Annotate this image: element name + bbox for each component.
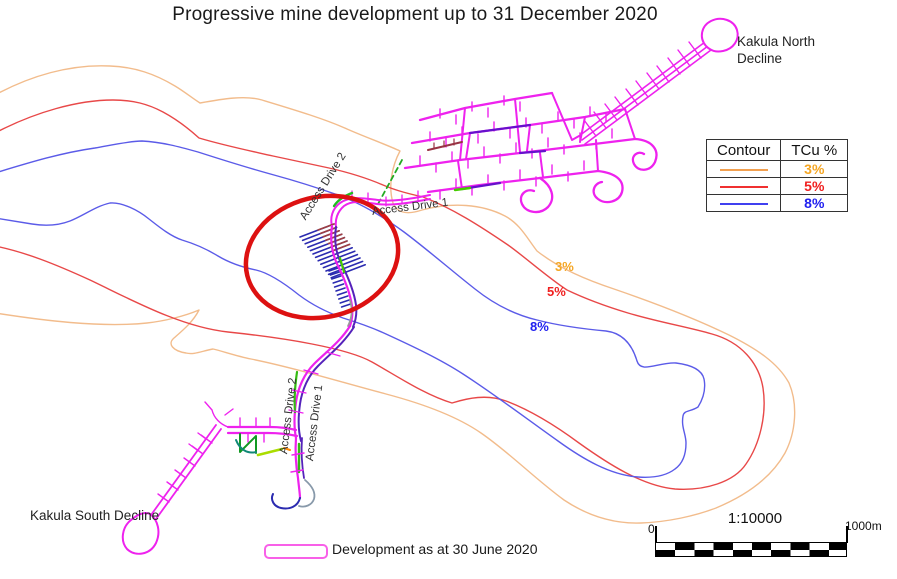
legend-value-3pct: 3% [780, 160, 849, 178]
south-decline-tunnels [150, 424, 222, 520]
kakula-south-label: Kakula South Decline [30, 508, 160, 523]
scale-end-label: 1000m [845, 519, 882, 533]
legend-value-8pct: 8% [780, 194, 849, 212]
legend-line-5pct [719, 186, 768, 189]
contour-8pct-label: 8% [530, 319, 549, 334]
map-title: Progressive mine development up to 31 De… [172, 4, 658, 25]
south-junction-workings [204, 401, 316, 510]
legend-row-3pct: 3% [705, 160, 849, 178]
contour-legend-table: Contour TCu % 3% 5% 8% [705, 139, 849, 212]
legend-header-row: Contour TCu % [705, 139, 849, 161]
scale-bar-top-row [656, 543, 846, 550]
development-symbol [264, 544, 328, 559]
legend-line-3pct [719, 169, 768, 172]
stope-drift-comb [299, 223, 366, 308]
contour-5pct-line [0, 99, 765, 490]
contour-3pct-label: 3% [555, 259, 574, 274]
contour-8pct-line [0, 140, 706, 478]
contour-5pct-label: 5% [547, 284, 566, 299]
scale-bar [655, 542, 847, 557]
development-legend-label: Development as at 30 June 2020 [332, 541, 538, 557]
legend-line-8pct [719, 203, 768, 206]
south-decline-portal [121, 511, 160, 555]
scale-ratio-label: 1:10000 [727, 510, 783, 527]
legend-value-5pct: 5% [780, 177, 849, 195]
legend-header-contour: Contour [705, 139, 782, 161]
highlight-ellipse [243, 193, 401, 321]
scale-end-tick [846, 526, 848, 543]
kakula-north-label: Kakula North Decline [737, 33, 815, 67]
contour-3pct-line [0, 65, 796, 524]
legend-row-8pct: 8% [705, 194, 849, 212]
south-access-drives [288, 324, 355, 442]
scale-start-label: 0 [648, 522, 655, 536]
kakula-north-line1: Kakula North [737, 34, 816, 49]
scale-start-tick [655, 526, 657, 543]
north-workings-colored-segments [377, 123, 547, 205]
north-decline-portal [700, 17, 739, 53]
legend-row-5pct: 5% [705, 177, 849, 195]
kakula-north-line2: Decline [737, 51, 783, 66]
scale-bar-bottom-row [656, 549, 846, 556]
north-decline-tunnels [578, 41, 712, 145]
highlight-area-drives [330, 224, 358, 328]
legend-header-tcu: TCu % [780, 139, 849, 161]
